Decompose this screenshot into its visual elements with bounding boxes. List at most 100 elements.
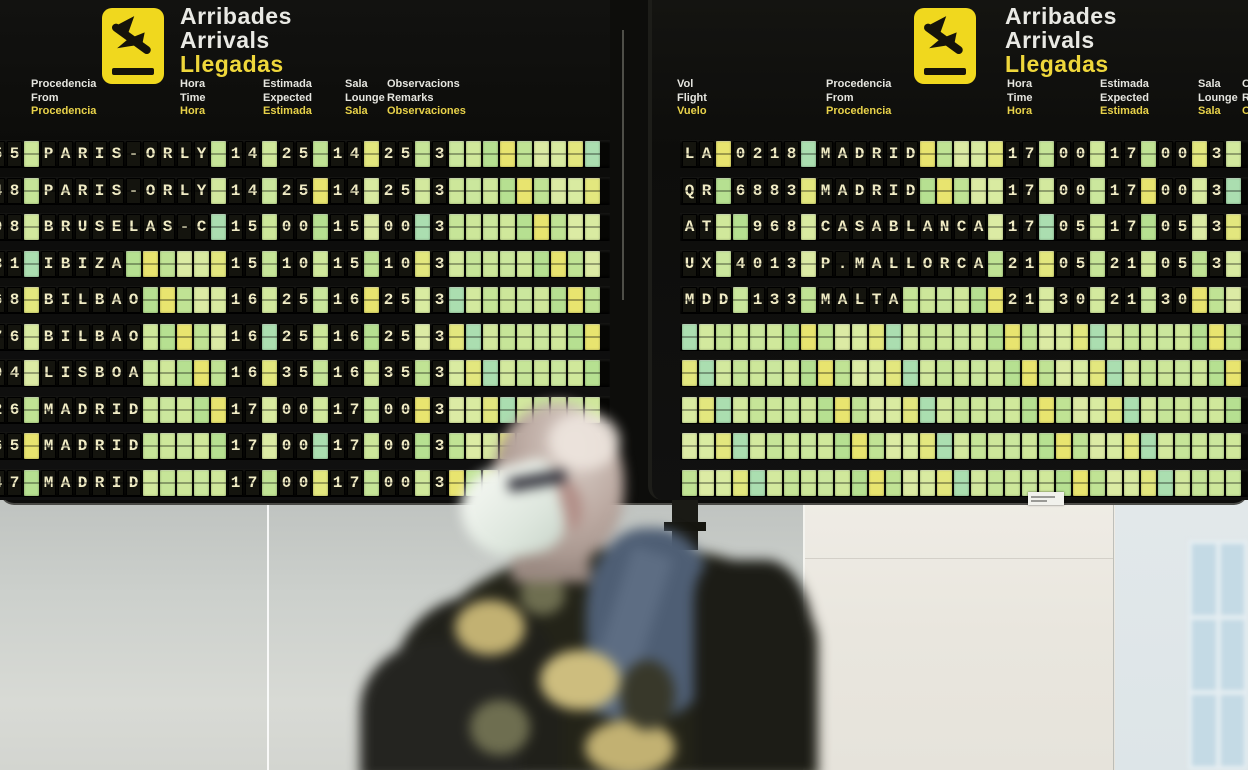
flap-blank [466,287,481,313]
flap-blank [551,323,566,350]
flap-blank [364,360,379,386]
flap-blank [784,323,799,350]
flap-blank [767,360,782,386]
flap-row: 26MADRID170017003 [0,395,610,424]
flap-char: 6 [7,323,22,350]
flap-blank [971,433,986,459]
flap-blank [784,433,799,459]
flap-char: I [58,360,73,386]
flap-blank [1073,469,1088,496]
flap-blank [449,469,464,496]
flap-char: 5 [296,141,311,167]
flap-char: 7 [347,396,362,423]
flap-char: 8 [784,214,799,240]
flap-char: - [126,177,141,204]
flap-char: 3 [432,360,447,386]
flap-blank [143,469,158,496]
flap-blank [1073,360,1088,386]
flap-blank [1158,433,1173,459]
flap-char: M [682,287,697,313]
flap-char: 7 [1124,177,1139,204]
flap-char: 3 [432,396,447,423]
flap-blank [1158,360,1173,386]
flap-char: 5 [1175,214,1190,240]
flap-char: 2 [1107,250,1122,277]
flap-blank [415,287,430,313]
flap-char: 1 [1124,287,1139,313]
flap-blank [852,433,867,459]
flap-blank [1175,323,1190,350]
flap-blank [500,433,515,459]
flap-blank [784,360,799,386]
flap-blank [801,250,816,277]
flap-blank [194,323,209,350]
flap-char: D [75,469,90,496]
flap-char: D [852,177,867,204]
flap-char: 0 [296,396,311,423]
flap-blank [733,214,748,240]
flap-blank [1141,323,1156,350]
column-header-origin: Procedencia From Procedencia [31,78,97,117]
flap-blank [954,360,969,386]
flap-blank [262,287,277,313]
flap-blank [517,214,532,240]
flap-blank [1073,323,1088,350]
flap-blank [364,214,379,240]
flap-blank [1124,469,1139,496]
flap-char: 0 [1175,287,1190,313]
flap-blank [534,250,549,277]
flap-blank [801,360,816,386]
flap-char: 3 [1056,287,1071,313]
flap-blank [1090,214,1105,240]
flap-blank [1090,177,1105,204]
flap-blank [903,396,918,423]
flap-blank [449,433,464,459]
board-gap-highlight [622,30,624,300]
flap-char: R [75,141,90,167]
flap-row [680,468,1248,497]
flap-char: A [971,214,986,240]
flap-blank [568,287,583,313]
flap-char: 7 [1124,214,1139,240]
flap-blank [500,214,515,240]
flap-char: D [126,396,141,423]
flap-char: L [886,250,901,277]
flap-char: 7 [1022,141,1037,167]
flap-blank [1090,396,1105,423]
flap-char: A [835,177,850,204]
flap-row [680,395,1248,424]
flap-char: B [41,287,56,313]
flap-blank [971,360,986,386]
flap-blank [835,360,850,386]
flap-blank [733,396,748,423]
flap-blank [585,287,600,313]
flap-blank [1226,396,1241,423]
flap-char: A [58,396,73,423]
flap-char: 0 [279,396,294,423]
flap-char: Q [682,177,697,204]
flap-blank [852,469,867,496]
flap-char: 5 [296,177,311,204]
flap-blank [920,396,935,423]
flap-blank [733,287,748,313]
flap-blank [1226,177,1241,204]
flap-blank [568,177,583,204]
flap-blank [24,141,39,167]
flap-blank [211,287,226,313]
flap-char: 1 [228,323,243,350]
flap-blank [466,177,481,204]
flap-blank [551,360,566,386]
flap-char: B [58,250,73,277]
flap-blank [1039,287,1054,313]
flap-char: 2 [381,177,396,204]
flap-blank [262,360,277,386]
flap-blank [971,323,986,350]
flap-row [680,432,1248,460]
flap-blank [517,287,532,313]
flap-blank [1124,396,1139,423]
flap-blank [534,214,549,240]
flap-char: 6 [347,360,362,386]
flap-blank [920,360,935,386]
flap-blank [585,469,600,496]
